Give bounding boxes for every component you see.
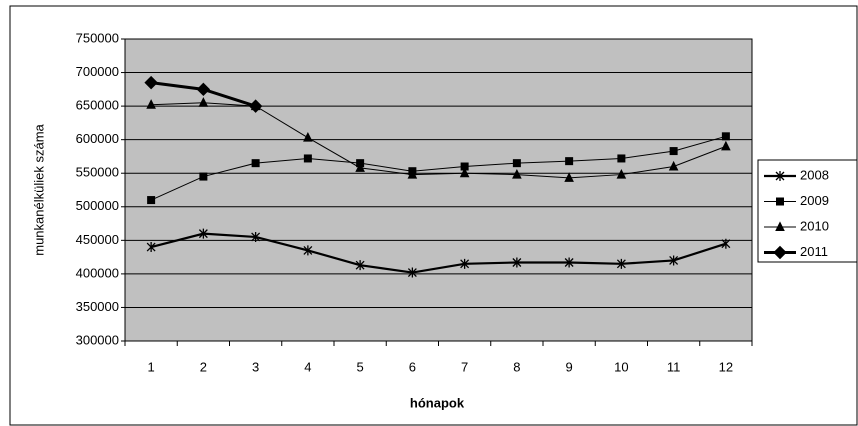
y-tick-label: 750000 [76, 30, 119, 45]
x-tick-label: 8 [513, 359, 520, 374]
marker [669, 255, 679, 266]
marker [303, 154, 312, 163]
legend-label: 2009 [800, 193, 829, 208]
x-tick-label: 5 [357, 359, 364, 374]
x-tick-label: 4 [304, 359, 311, 374]
marker [407, 267, 417, 278]
marker [146, 242, 156, 253]
x-tick-label: 6 [409, 359, 416, 374]
legend-label: 2008 [800, 167, 829, 182]
marker [616, 168, 627, 179]
marker [146, 99, 156, 109]
marker [198, 228, 208, 239]
x-tick-label: 9 [566, 359, 573, 374]
marker [303, 132, 313, 142]
marker [617, 154, 626, 163]
x-tick-label: 11 [667, 359, 681, 374]
marker [407, 168, 418, 179]
marker [198, 97, 209, 107]
marker [721, 132, 730, 141]
legend-label: 2011 [800, 244, 828, 259]
marker [251, 231, 261, 242]
marker [721, 238, 731, 249]
series-line [151, 102, 727, 179]
marker [147, 196, 156, 205]
marker [460, 258, 470, 269]
marker [616, 258, 626, 269]
x-tick-label: 10 [614, 359, 628, 374]
y-tick-label: 550000 [76, 165, 119, 180]
marker [773, 245, 787, 260]
series-line [150, 232, 727, 274]
x-tick-label: 7 [461, 359, 468, 374]
marker [512, 257, 522, 268]
marker [355, 260, 365, 271]
marker [668, 160, 679, 171]
marker [303, 245, 313, 256]
y-axis-title: munkanélküliek száma [31, 123, 46, 255]
y-tick-label: 400000 [76, 265, 119, 280]
marker [775, 171, 785, 181]
y-tick-label: 500000 [76, 198, 119, 213]
marker [355, 162, 365, 172]
marker [512, 168, 522, 179]
x-axis-title: hónapok [410, 395, 465, 410]
y-tick-label: 300000 [76, 332, 119, 347]
legend-label: 2010 [800, 218, 829, 233]
marker [775, 221, 785, 231]
y-tick-label: 600000 [76, 131, 119, 146]
y-tick-label: 350000 [76, 299, 119, 314]
marker [248, 99, 263, 113]
marker [669, 147, 678, 156]
marker [251, 159, 260, 168]
series-line [150, 135, 727, 201]
marker [721, 140, 731, 151]
x-tick-label: 1 [148, 359, 155, 374]
y-tick-label: 650000 [76, 98, 119, 113]
y-tick-label: 450000 [76, 232, 119, 247]
y-tick-label: 700000 [76, 64, 119, 79]
plot-area [124, 38, 753, 342]
x-tick-label: 2 [200, 359, 207, 374]
marker [565, 157, 574, 166]
marker [512, 159, 521, 168]
marker [199, 172, 208, 181]
x-tick-label: 12 [719, 359, 733, 374]
x-tick-label: 3 [252, 359, 259, 374]
marker [776, 197, 784, 206]
marker [144, 75, 158, 90]
marker [459, 167, 470, 178]
marker [564, 257, 574, 268]
marker [196, 82, 211, 97]
marker [564, 172, 574, 182]
